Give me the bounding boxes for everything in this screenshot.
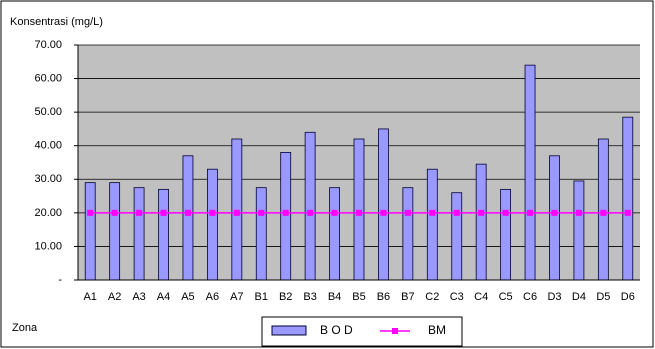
marker [331,209,338,216]
bar [109,182,121,281]
marker [356,209,362,216]
marker [380,209,387,216]
marker [551,209,558,216]
x-tick-label: D3 [547,291,561,303]
legend-label: BM [428,323,446,337]
x-tick-label: B1 [255,291,268,303]
bar [158,188,169,281]
x-tick-label: D4 [572,291,586,303]
x-tick-label: A7 [230,291,243,303]
y-tick-label: 20.00 [34,207,62,219]
bar [182,155,194,281]
marker [111,209,118,216]
y-tick-label: - [58,274,62,286]
y-tick-label: 50.00 [34,106,62,118]
y-tick-label: 10.00 [34,240,62,252]
bar [500,188,512,281]
legend-label: B O D [320,323,353,337]
bar [84,182,96,281]
y-tick-label: 40.00 [34,140,62,152]
marker [575,209,582,216]
x-tick-label: B5 [352,291,365,303]
x-tick-label: A2 [108,291,121,303]
legend-swatch [392,328,398,334]
x-tick-label: C2 [425,291,439,303]
bar [475,163,487,281]
marker [600,209,607,216]
bar [573,180,585,281]
bar [329,187,340,281]
x-tick-label: C3 [450,291,464,303]
y-axis-label: Konsentrasi (mg/L) [10,16,103,28]
marker [478,209,485,216]
bar [206,168,218,281]
x-tick-label: B6 [377,291,390,303]
x-tick-label: A3 [132,291,145,303]
x-tick-label: D5 [596,291,610,303]
bar [426,168,438,281]
bar [597,138,609,281]
marker [307,209,314,216]
x-tick-label: B7 [401,291,414,303]
x-tick-label: A1 [83,291,96,303]
x-tick-label: B2 [279,291,292,303]
bar [549,155,560,281]
bar [524,64,536,281]
bar [451,192,463,281]
bar [378,128,389,281]
x-tick-label: D6 [621,291,635,303]
bar [133,187,145,281]
marker [527,209,534,216]
bar [255,187,267,281]
marker [87,209,94,216]
marker [258,209,265,216]
x-tick-label: A4 [157,291,170,303]
marker [233,209,240,216]
bar [402,187,414,281]
x-tick-label: C4 [474,291,488,303]
x-tick-label: C5 [499,291,513,303]
x-tick-label: B4 [328,291,341,303]
marker [160,209,167,216]
bar [280,152,292,281]
x-axis-label: Zona [12,322,38,334]
bar [231,138,243,281]
marker [136,209,143,216]
marker [453,209,460,216]
y-tick-label: 70.00 [34,39,62,51]
y-tick-label: 60.00 [34,72,62,84]
bar [353,138,365,281]
x-tick-label: A5 [181,291,194,303]
legend-swatch [271,325,307,336]
bar [304,131,316,281]
x-tick-label: C6 [523,291,537,303]
marker [184,209,191,216]
y-tick-label: 30.00 [34,173,62,185]
x-tick-label: A6 [206,291,219,303]
bar [622,116,634,281]
marker [429,209,436,216]
marker [502,209,509,216]
marker [209,209,216,216]
marker [282,209,289,216]
marker [404,209,411,216]
marker [624,209,631,216]
x-tick-label: B3 [303,291,316,303]
